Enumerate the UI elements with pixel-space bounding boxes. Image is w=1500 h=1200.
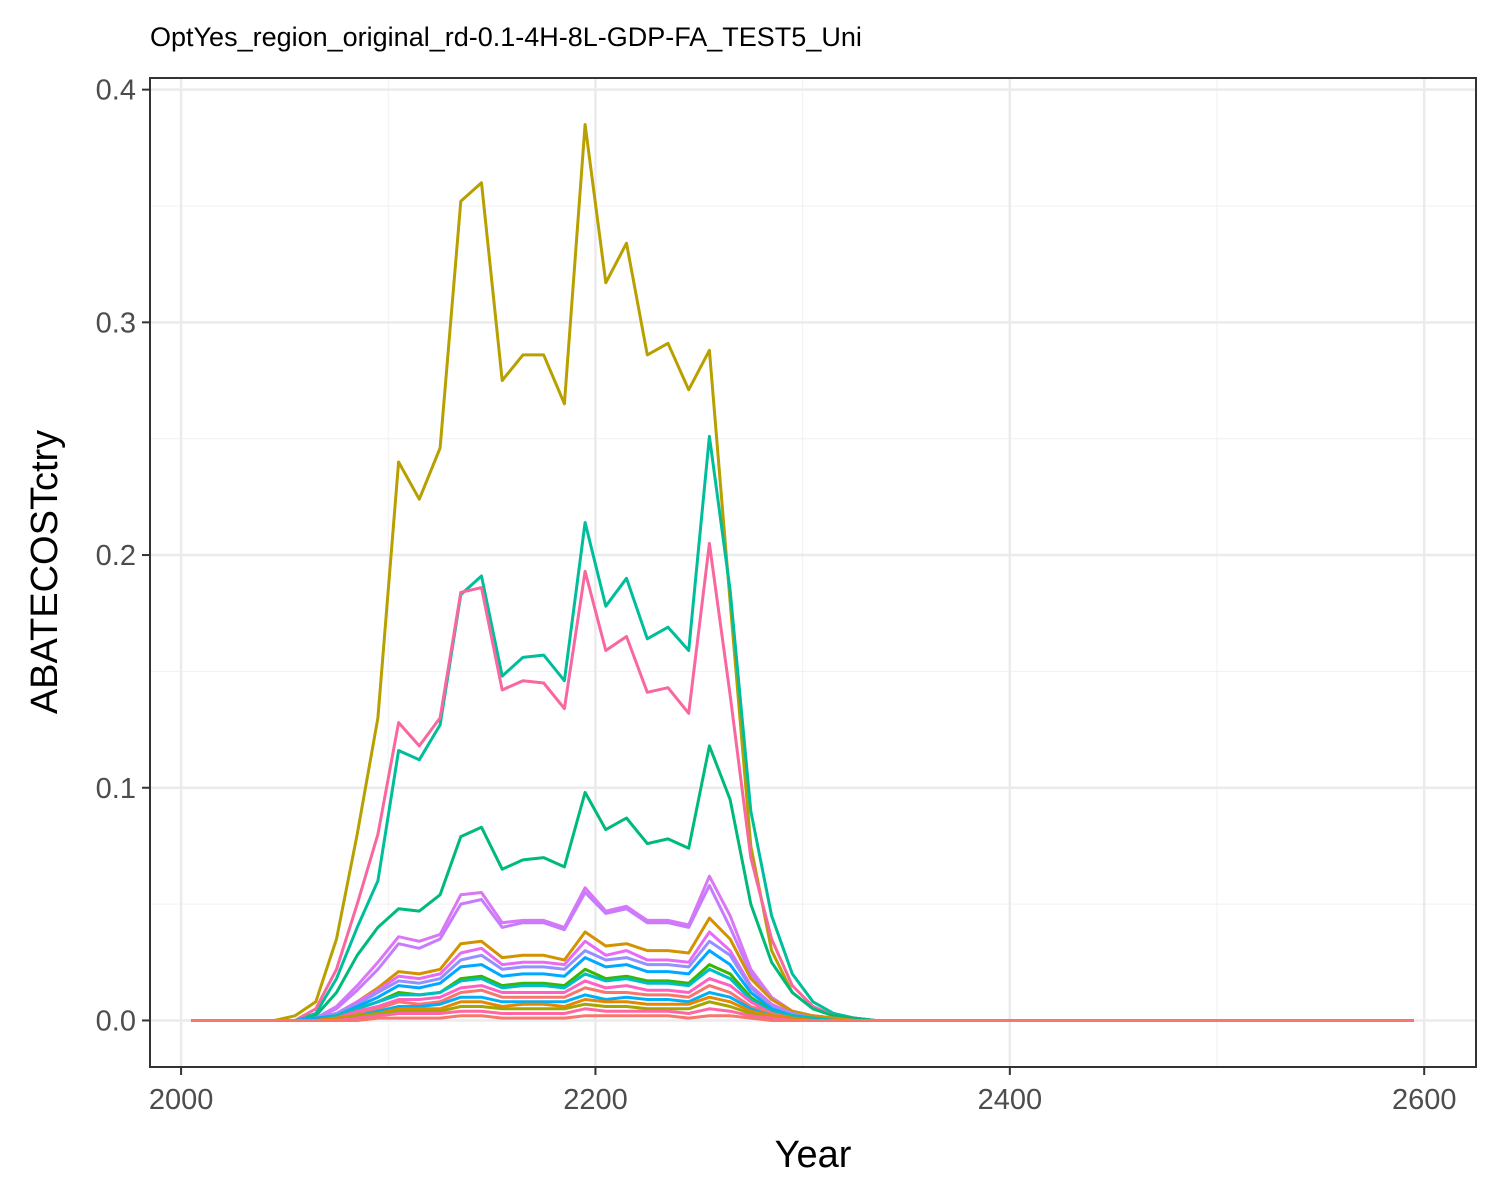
y-axis-title: ABATECOSTctry <box>24 430 66 714</box>
chart-title: OptYes_region_original_rd-0.1-4H-8L-GDP-… <box>150 22 862 52</box>
plot-panel-border <box>149 77 1477 1068</box>
x-tick-label: 2000 <box>149 1084 214 1116</box>
x-tick-label: 2400 <box>978 1084 1043 1116</box>
y-tick-label: 0.1 <box>96 773 136 805</box>
y-tick-label: 0.0 <box>96 1005 136 1037</box>
y-axis: 0.0 0.1 0.2 0.3 0.4 <box>96 75 150 1037</box>
minor-gridlines <box>150 78 1476 1067</box>
plot-panel-background <box>150 78 1476 1067</box>
x-axis-title: Year <box>775 1134 852 1176</box>
y-tick-label: 0.2 <box>96 540 136 572</box>
x-axis: 2000 2200 2400 2600 <box>149 1067 1457 1116</box>
y-tick-label: 0.4 <box>96 75 136 107</box>
series-line-19 <box>191 1014 1414 1022</box>
x-tick-label: 2600 <box>1392 1084 1457 1116</box>
x-tick-label: 2200 <box>563 1084 628 1116</box>
major-gridlines <box>150 78 1476 1067</box>
series-lines <box>191 123 1414 1022</box>
y-tick-label: 0.3 <box>96 307 136 339</box>
